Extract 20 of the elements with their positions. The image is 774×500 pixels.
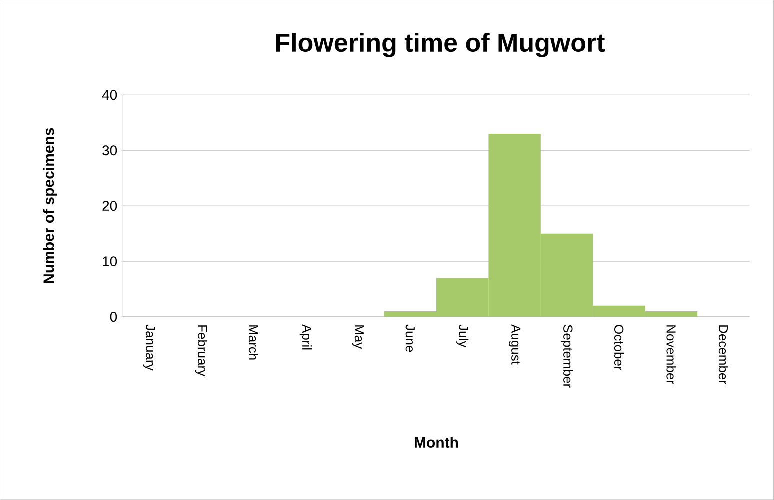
- x-tick-label: February: [195, 326, 208, 376]
- x-tick-label: October: [614, 325, 624, 370]
- x-tick-label: December: [718, 326, 728, 384]
- y-axis-title: Number of specimens: [43, 128, 58, 284]
- y-tick-label: 30: [102, 146, 118, 156]
- x-tick-label: April: [300, 324, 312, 350]
- x-tick-label: March: [248, 326, 258, 360]
- y-tick-label: 40: [102, 90, 118, 100]
- x-tick-label: May: [352, 326, 364, 350]
- x-tick-label: June: [406, 324, 415, 352]
- chart-title: Flowering time of Mugwort: [276, 32, 605, 58]
- y-tick-label: 10: [103, 256, 118, 266]
- x-tick-label: November: [666, 326, 676, 384]
- x-tick-label: January: [143, 324, 156, 371]
- x-axis-title: Month: [415, 436, 458, 448]
- x-tick-label: July: [456, 324, 469, 348]
- x-tick-label: September: [560, 325, 574, 388]
- x-tick-label: August: [508, 324, 521, 365]
- y-tick-label: 0: [110, 312, 118, 322]
- y-tick-label: 20: [102, 201, 118, 211]
